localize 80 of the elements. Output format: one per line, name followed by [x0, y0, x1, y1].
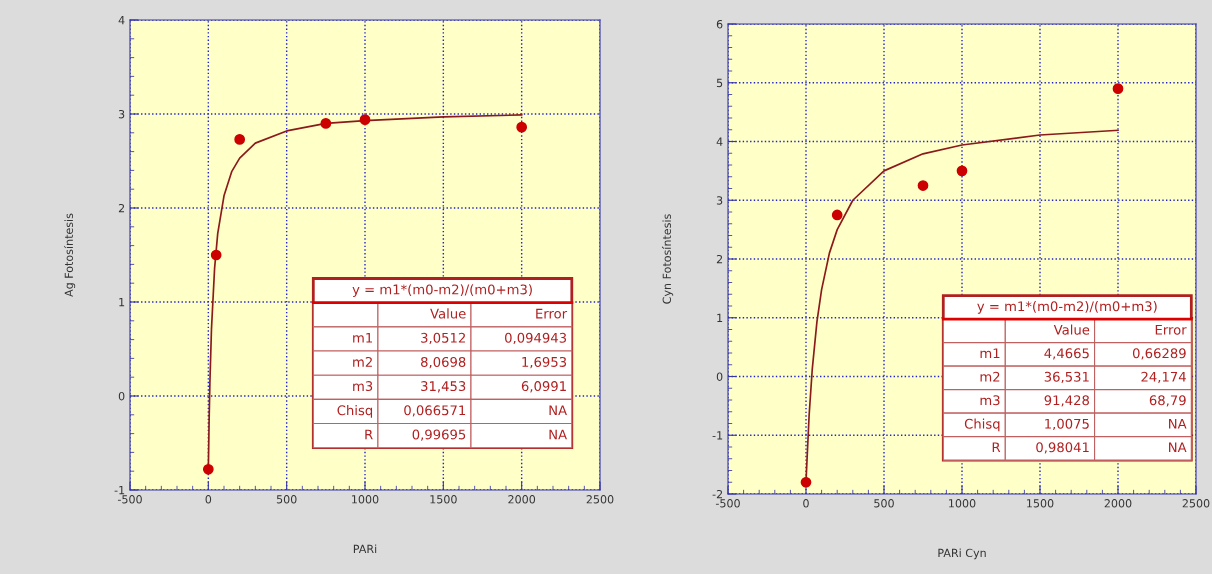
annotation: 4,4665	[1044, 348, 1089, 360]
x-axis-title: PARi	[353, 544, 377, 553]
y-tick-label: 6	[716, 19, 723, 29]
y-tick-label: 2	[716, 254, 723, 264]
point	[1112, 83, 1124, 94]
x-tick-label: -500	[715, 499, 740, 508]
annotation: Value	[430, 308, 466, 319]
y-tick-label: 5	[716, 78, 723, 88]
x-tick-label: 500	[276, 495, 297, 504]
annotation: m3	[353, 381, 373, 392]
annotation: 0,99695	[412, 429, 466, 441]
annotation: Value	[1053, 324, 1090, 335]
point	[516, 121, 528, 133]
annotation: NA	[549, 405, 567, 416]
x-tick-label: 0	[803, 499, 809, 508]
annotation: y = m1*(m0-m2)/(m0+m3)	[352, 284, 532, 297]
point	[202, 463, 214, 475]
x-tick-label: 1000	[949, 499, 976, 508]
x-tick-label: 2500	[1182, 499, 1210, 508]
annotation: 68,79	[1149, 395, 1186, 407]
annotation: 0,98041	[1036, 442, 1089, 454]
x-tick-label: 500	[874, 499, 894, 508]
y-tick-label: 2	[118, 203, 125, 213]
annotation: Error	[536, 308, 568, 319]
annotation: 1,0075	[1045, 418, 1089, 431]
x-tick-label: 0	[205, 495, 212, 504]
annotation: m2	[980, 371, 1000, 382]
annotation: 0,66289	[1132, 348, 1186, 360]
y-axis-title: Cyn Fotosíntesis	[661, 214, 674, 304]
annotation: NA	[549, 429, 567, 440]
annotation: Chisq	[964, 418, 1000, 432]
annotation: NA	[1169, 442, 1187, 453]
annotation: y = m1*(m0-m2)/(m0+m3)	[977, 301, 1157, 314]
x-tick-label: -500	[117, 495, 142, 504]
y-tick-label: -1	[712, 431, 723, 440]
annotation: NA	[1169, 418, 1187, 429]
y-tick-label: 1	[717, 313, 723, 322]
annotation: m1	[353, 332, 373, 343]
y-tick-label: 3	[716, 196, 723, 205]
y-tick-label: 3	[118, 109, 125, 119]
point	[831, 209, 843, 221]
x-tick-label: 2000	[1104, 499, 1132, 508]
annotation: R	[992, 442, 1001, 453]
annotation: m2	[353, 356, 372, 367]
annotation: 0,094943	[505, 332, 567, 345]
annotation: m1	[980, 348, 1000, 359]
annotation: 8,0698	[421, 356, 466, 369]
point	[800, 476, 812, 488]
annotation: 91,428	[1044, 395, 1089, 407]
y-tick-label: 4	[716, 137, 723, 146]
point	[320, 118, 332, 129]
annotation: Error	[1155, 324, 1187, 335]
point	[210, 249, 222, 261]
x-tick-label: 1500	[430, 495, 457, 504]
x-tick-label: 1000	[352, 495, 379, 504]
annotation: 31,453	[421, 381, 466, 393]
annotation: 6,0991	[521, 381, 566, 393]
x-tick-label: 1500	[1027, 499, 1054, 508]
annotation: 0,066571	[404, 405, 466, 417]
annotation: R	[365, 429, 373, 440]
point	[917, 180, 929, 191]
y-tick-label: 1	[119, 298, 125, 307]
x-tick-label: 2000	[508, 495, 536, 504]
x-axis-title: PARi Cyn	[938, 548, 986, 560]
annotation: 1,6953	[522, 356, 567, 369]
annotation: 3,0512	[421, 332, 465, 345]
annotation: 24,174	[1141, 371, 1186, 384]
annotation: m3	[980, 395, 1000, 406]
y-tick-label: -2	[712, 489, 723, 499]
point	[234, 134, 246, 145]
annotation: 36,531	[1044, 371, 1089, 384]
x-tick-label: 2500	[586, 495, 614, 504]
annotation: Chisq	[337, 405, 373, 418]
y-tick-label: 0	[716, 372, 723, 381]
y-tick-label: 4	[118, 16, 125, 25]
point	[956, 165, 968, 177]
y-axis-title: Ag Fotosíntesis	[63, 213, 76, 297]
point	[359, 114, 371, 125]
y-tick-label: 0	[118, 391, 125, 401]
y-tick-label: -1	[114, 486, 125, 495]
